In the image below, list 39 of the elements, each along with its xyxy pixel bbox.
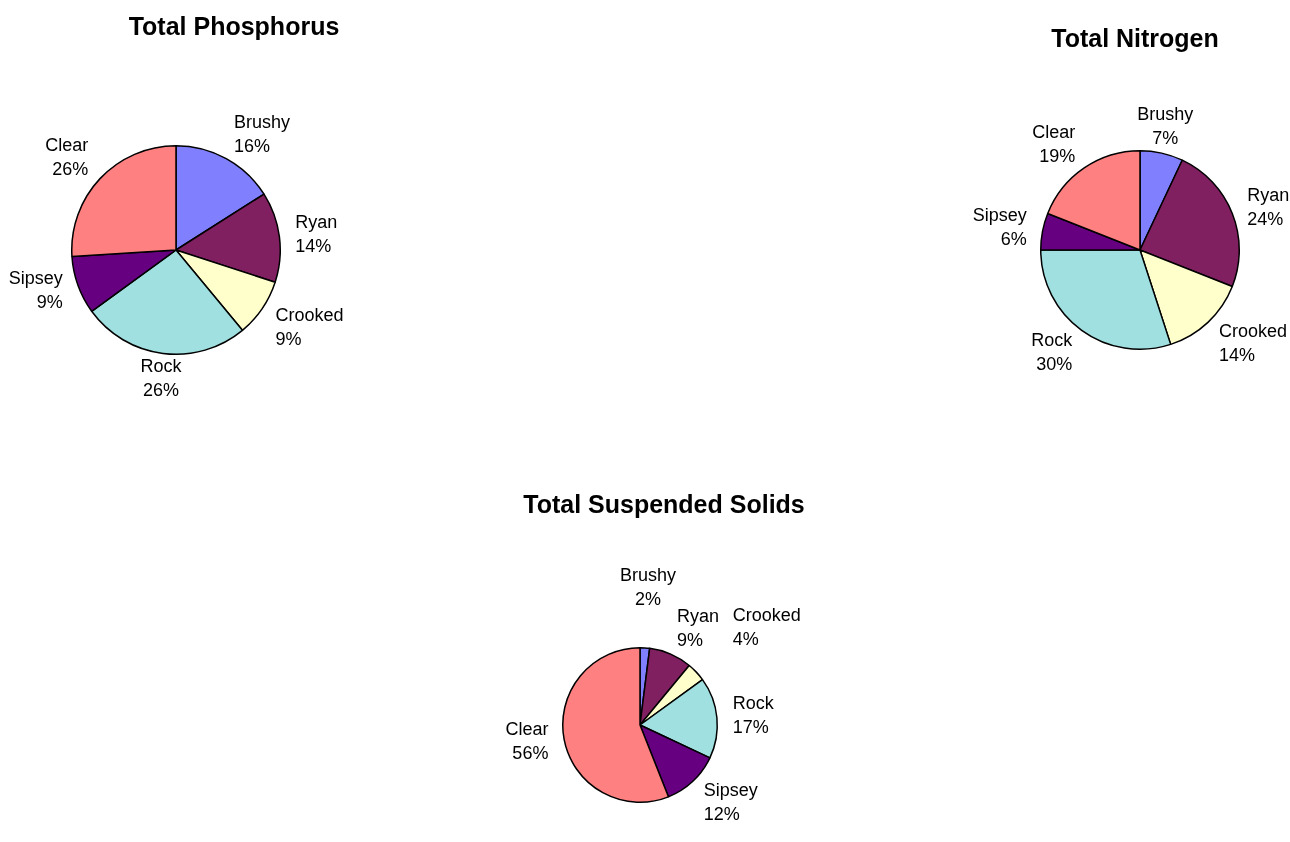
data-label: 9%	[677, 630, 704, 651]
data-label: 56%	[512, 743, 549, 764]
chart-title: Total Phosphorus	[128, 12, 340, 41]
data-label: 26%	[52, 158, 89, 179]
slice-label: Ryan	[677, 606, 720, 627]
data-label: 19%	[1039, 145, 1076, 166]
data-label: 6%	[1000, 229, 1027, 250]
data-label: 16%	[233, 135, 270, 156]
slice-label: Clear	[45, 134, 89, 155]
slice-label: Crooked	[1218, 320, 1287, 341]
slice-label: Brushy	[1137, 104, 1194, 125]
data-label: 12%	[703, 803, 740, 824]
slice-label: Rock	[1031, 330, 1074, 351]
chart-title: Total Suspended Solids	[523, 490, 805, 519]
data-label: 9%	[36, 291, 63, 312]
slice-label: Sipsey	[8, 267, 63, 288]
chart-title: Total Nitrogen	[1051, 24, 1219, 53]
data-label: 30%	[1036, 354, 1073, 375]
slice-label: Ryan	[295, 211, 338, 232]
slice-label: Crooked	[732, 604, 801, 625]
slice-label: Clear	[1032, 121, 1076, 142]
slice-label: Ryan	[1247, 184, 1290, 205]
data-label: 4%	[732, 628, 759, 649]
slice-label: Sipsey	[972, 205, 1027, 226]
data-label: 14%	[1218, 344, 1255, 365]
data-label: 7%	[1152, 128, 1179, 149]
data-label: 14%	[295, 235, 332, 256]
slice-label: Brushy	[233, 111, 290, 132]
data-label: 2%	[634, 588, 661, 609]
slice-label: Crooked	[275, 304, 344, 325]
data-label: 17%	[732, 717, 769, 738]
slice-label: Clear	[505, 719, 549, 740]
data-label: 26%	[142, 380, 179, 401]
slice-label: Rock	[732, 693, 775, 714]
data-label: 9%	[275, 328, 302, 349]
slice-label: Rock	[140, 356, 183, 377]
slice-label: Sipsey	[703, 779, 758, 800]
slice-label: Brushy	[619, 564, 677, 585]
data-label: 24%	[1247, 208, 1284, 229]
